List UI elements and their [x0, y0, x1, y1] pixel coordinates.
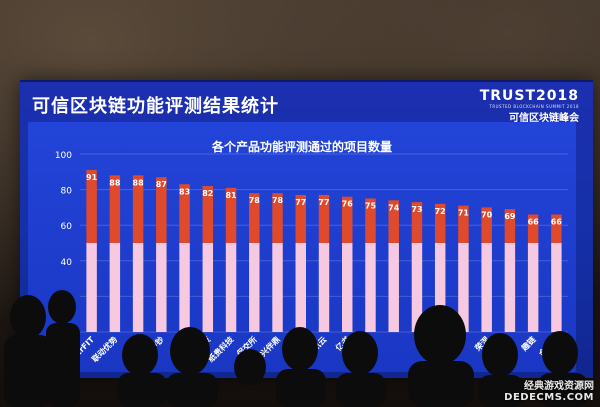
- bar-base: [249, 243, 260, 332]
- bar-base: [179, 243, 190, 332]
- event-logo: TRUST2018 TRUSTED BLOCKCHAIN SUMMIT 2018…: [480, 88, 579, 124]
- y-tick-label: 80: [61, 187, 73, 197]
- bar: [388, 200, 399, 243]
- bar: [225, 187, 237, 243]
- bar: [481, 207, 492, 243]
- bar: [295, 194, 306, 243]
- data-label: 87: [156, 180, 167, 189]
- data-label: 71: [458, 209, 470, 218]
- bar-base: [342, 243, 353, 332]
- event-logo-cn: 可信区块链峰会: [509, 113, 579, 124]
- data-label: 82: [202, 189, 213, 198]
- bar: [318, 194, 330, 243]
- data-label: 66: [551, 218, 563, 227]
- watermark-line2: DEDECMS.COM: [504, 392, 594, 403]
- bar: [434, 203, 446, 243]
- data-label: 83: [179, 187, 190, 196]
- bar-base: [109, 243, 121, 332]
- bar-base: [458, 243, 469, 332]
- data-label: 88: [109, 178, 121, 187]
- bar: [179, 184, 190, 243]
- bar: [132, 175, 144, 243]
- bar: [86, 170, 97, 243]
- bar: [527, 214, 539, 243]
- data-label: 81: [225, 191, 237, 200]
- projection-screen: 可信区块链功能评测结果统计 TRUST2018 TRUSTED BLOCKCHA…: [20, 80, 593, 378]
- data-label: 78: [249, 196, 261, 205]
- watermark-line1: 经典游戏资源网: [524, 381, 594, 392]
- bar: [365, 198, 376, 243]
- bar-base: [551, 243, 562, 332]
- y-tick-label: 60: [61, 222, 73, 232]
- bar: [109, 175, 121, 243]
- bar-base: [272, 243, 283, 332]
- data-label: 88: [133, 178, 145, 187]
- bar: [249, 193, 260, 243]
- data-label: 70: [481, 210, 493, 219]
- data-label: 77: [295, 198, 306, 207]
- data-label: 91: [86, 173, 98, 182]
- data-label: 75: [365, 202, 377, 211]
- watermark: 经典游戏资源网 DEDECMS.COM: [504, 377, 594, 403]
- bar-base: [132, 243, 144, 332]
- chart-title: 各个产品功能评测通过的项目数量: [211, 140, 392, 154]
- bar: [342, 196, 353, 243]
- bar: [458, 205, 469, 243]
- bar-base: [481, 243, 492, 332]
- data-label: 69: [504, 212, 516, 221]
- data-label: 73: [411, 205, 422, 214]
- bar-base: [365, 243, 376, 332]
- audience-silhouettes: [4, 290, 588, 407]
- data-label: 76: [342, 200, 354, 209]
- y-tick-label: 100: [55, 151, 72, 161]
- data-label: 74: [388, 203, 400, 212]
- bar: [551, 214, 562, 243]
- bar-base: [527, 243, 539, 332]
- slide-title: 可信区块链功能评测结果统计: [32, 96, 279, 117]
- bar: [156, 177, 167, 243]
- event-logo-title: TRUST2018: [479, 88, 579, 104]
- bar-base: [434, 243, 446, 332]
- bar-base: [202, 243, 214, 332]
- bar-base: [225, 243, 237, 332]
- bar: [411, 202, 423, 243]
- event-logo-subtitle: TRUSTED BLOCKCHAIN SUMMIT 2018: [489, 104, 579, 109]
- bar-base: [318, 243, 330, 332]
- data-label: 77: [318, 198, 329, 207]
- bar-base: [156, 243, 167, 332]
- data-label: 66: [528, 218, 540, 227]
- bar-base: [388, 243, 399, 332]
- bar-base: [504, 243, 516, 332]
- bar-base: [411, 243, 423, 332]
- y-tick-label: 40: [61, 258, 73, 268]
- data-label: 72: [435, 207, 446, 216]
- bar-base: [86, 243, 97, 332]
- bar: [202, 186, 214, 243]
- data-label: 78: [272, 196, 284, 205]
- bar-base: [295, 243, 306, 332]
- bar: [272, 193, 283, 243]
- bar: [504, 209, 516, 243]
